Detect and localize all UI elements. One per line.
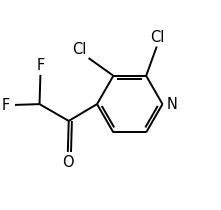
Text: N: N [167, 97, 178, 112]
Text: O: O [62, 155, 74, 171]
Text: Cl: Cl [151, 30, 165, 45]
Text: F: F [36, 58, 44, 73]
Text: Cl: Cl [72, 42, 87, 57]
Text: F: F [2, 97, 10, 113]
